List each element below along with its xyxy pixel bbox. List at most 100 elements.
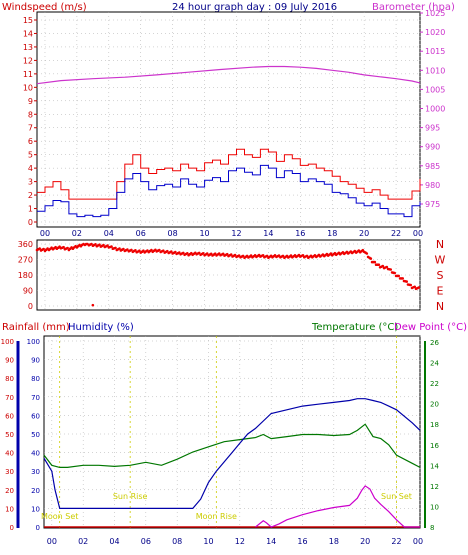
- annotation-label: Sun Rise: [113, 492, 148, 501]
- wind-y-tick-label: 0: [28, 218, 33, 227]
- windspeed-line: [37, 164, 421, 218]
- direction-point: [405, 280, 409, 283]
- direction-point: [233, 253, 237, 257]
- direction-point: [94, 243, 97, 246]
- wind-x-tick-label: 22: [391, 229, 401, 238]
- humidity-y-tick-label: 30: [31, 468, 40, 476]
- rainfall-y-tick-label: 70: [5, 394, 14, 402]
- direction-point: [229, 253, 233, 256]
- humidity-y-tick-label: 10: [31, 505, 40, 513]
- annotation-label: Moon Set: [41, 512, 78, 521]
- direction-point: [186, 252, 189, 255]
- baro-y-tick-label: 990: [425, 143, 440, 152]
- annotation-label: Sun Set: [381, 492, 412, 501]
- rainfall-y-tick-label: 10: [5, 505, 14, 513]
- humidity-x-tick-label: 06: [141, 537, 151, 546]
- direction-point: [42, 247, 45, 251]
- wind-y-tick-label: 7: [28, 124, 33, 133]
- baro-y-tick-label: 985: [425, 162, 440, 171]
- direction-point: [389, 268, 393, 271]
- direction-point: [134, 249, 137, 252]
- direction-point: [409, 283, 413, 287]
- direction-point: [38, 247, 41, 250]
- temperature-y-tick-label: 20: [430, 401, 439, 409]
- direction-point: [162, 249, 165, 252]
- direction-point: [170, 250, 173, 253]
- temperature-y-tick-label: 16: [430, 442, 439, 450]
- baro-y-tick-label: 1015: [425, 47, 445, 56]
- direction-point: [237, 254, 241, 257]
- direction-point: [62, 245, 65, 249]
- gust-line: [37, 148, 421, 200]
- wind-x-tick-label: 12: [231, 229, 241, 238]
- direction-point: [373, 260, 377, 264]
- humidity-x-tick-label: 12: [235, 537, 245, 546]
- direction-point: [102, 243, 105, 247]
- wind-y-tick-label: 11: [23, 70, 33, 79]
- direction-point: [413, 285, 417, 289]
- wind-y-tick-label: 13: [23, 43, 33, 52]
- direction-point: [138, 249, 141, 252]
- direction-point: [377, 263, 381, 267]
- baro-y-tick-label: 1020: [425, 28, 445, 37]
- baro-y-tick-label: 980: [425, 181, 440, 190]
- temperature-y-tick-label: 22: [430, 380, 439, 388]
- wind-y-tick-label: 12: [23, 56, 33, 65]
- direction-point: [381, 264, 385, 268]
- direction-point: [66, 246, 69, 250]
- baro-y-tick-label: 1010: [425, 66, 445, 75]
- direction-point: [130, 248, 133, 252]
- wind-x-tick-label: 00: [40, 229, 50, 238]
- direction-point: [225, 252, 229, 256]
- wind-y-tick-label: 1: [28, 205, 33, 214]
- direction-point: [397, 274, 401, 278]
- direction-point: [122, 247, 125, 251]
- wind-x-tick-label: 16: [295, 229, 305, 238]
- compass-tick-label: N: [436, 238, 444, 251]
- humidity-x-tick-label: 16: [297, 537, 307, 546]
- humidity-y-tick-label: 80: [31, 375, 40, 383]
- dewpoint-line: [255, 485, 420, 528]
- wind-y-tick-label: 6: [28, 137, 33, 146]
- wind-y-tick-label: 8: [28, 110, 33, 119]
- rainfall-y-tick-label: 60: [5, 412, 14, 420]
- direction-point: [393, 271, 397, 275]
- wind-x-tick-label: 00: [413, 229, 423, 238]
- wind-x-tick-label: 08: [168, 229, 178, 238]
- direction-point: [201, 252, 205, 255]
- direction-point: [305, 254, 309, 258]
- rainfall-y-tick-label: 0: [10, 524, 14, 532]
- direction-y-tick-label: 0: [28, 302, 33, 311]
- temperature-y-tick-label: 14: [430, 462, 439, 470]
- wind-x-tick-label: 18: [327, 229, 337, 238]
- direction-point: [301, 254, 305, 257]
- temperature-line: [43, 423, 421, 468]
- compass-tick-label: S: [437, 269, 444, 282]
- humidity-y-tick-label: 70: [31, 394, 40, 402]
- humidity-x-tick-label: 00: [47, 537, 57, 546]
- windspeed-axis-title: Windspeed (m/s): [2, 2, 87, 13]
- wind-y-tick-label: 4: [28, 164, 33, 173]
- direction-point: [261, 254, 265, 257]
- wind-panel-frame: [36, 11, 421, 228]
- wind-x-tick-label: 02: [72, 229, 82, 238]
- annotation-label: Moon Rise: [196, 512, 237, 521]
- wind-y-tick-label: 2: [28, 191, 33, 200]
- humidity-x-tick-label: 02: [78, 537, 88, 546]
- direction-point: [277, 254, 281, 257]
- humidity-y-tick-label: 60: [31, 412, 40, 420]
- direction-point: [281, 254, 285, 258]
- direction-point: [118, 247, 121, 250]
- direction-point: [369, 257, 373, 260]
- temperature-y-tick-label: 12: [430, 483, 439, 491]
- direction-point: [241, 254, 245, 258]
- direction-point: [205, 252, 209, 255]
- humidity-y-tick-label: 90: [31, 357, 40, 365]
- temperature-y-tick-label: 24: [430, 360, 439, 368]
- temperature-y-tick-label: 10: [430, 503, 439, 511]
- wind-y-tick-label: 15: [23, 16, 33, 25]
- direction-point: [158, 248, 161, 252]
- direction-point: [365, 252, 369, 255]
- direction-y-tick-label: 270: [18, 256, 33, 265]
